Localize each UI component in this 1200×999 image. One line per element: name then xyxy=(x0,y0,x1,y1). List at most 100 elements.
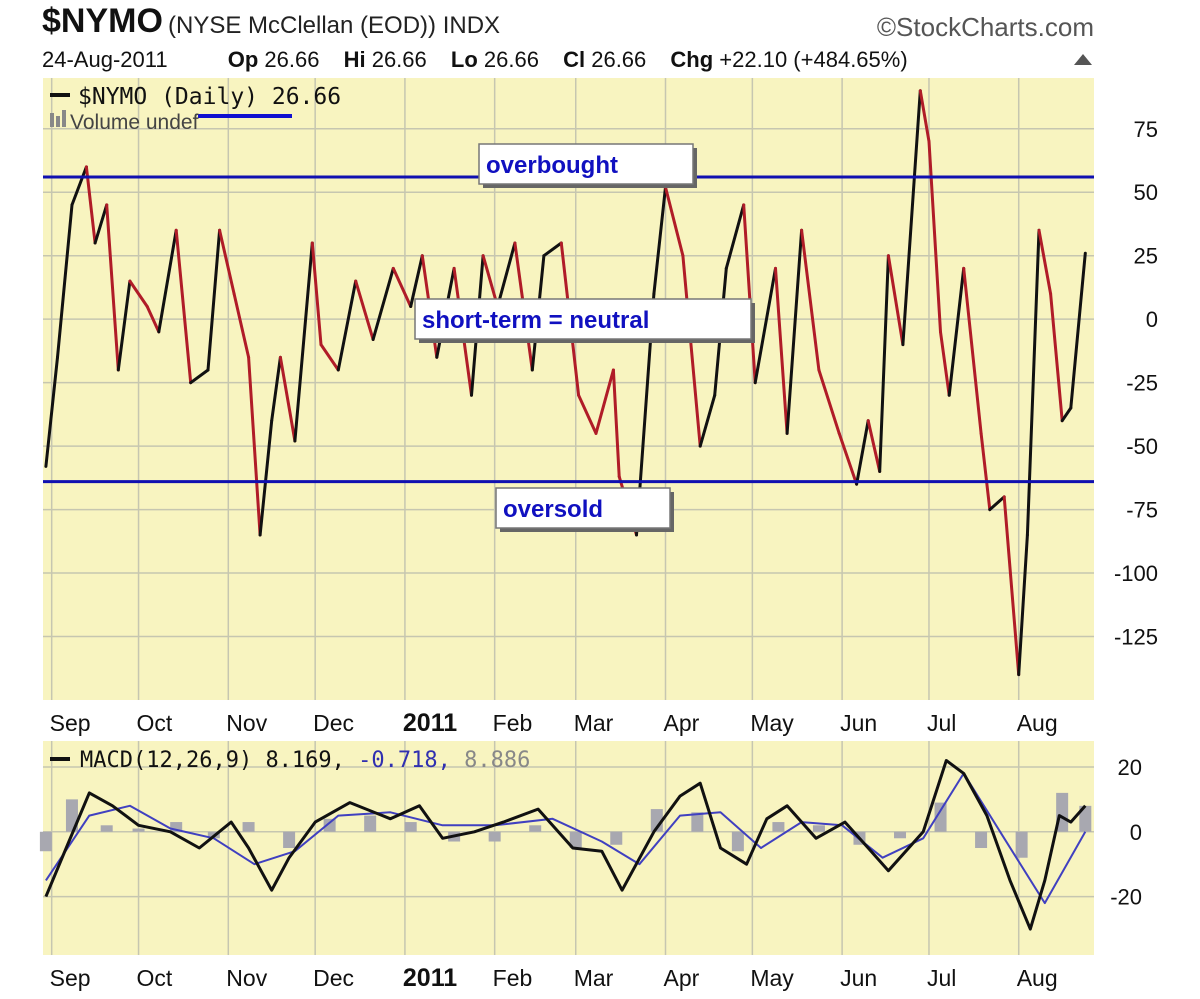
quote-date: 24-Aug-2011 xyxy=(42,47,168,72)
low-label: Lo xyxy=(450,47,478,72)
histogram-bar xyxy=(1015,831,1028,858)
macd-panel-background xyxy=(43,741,1094,955)
nymo-line-segment xyxy=(698,393,717,448)
macd-x-tick-label: Oct xyxy=(137,965,173,991)
nymo-line-segment xyxy=(409,254,424,308)
nymo-line-segment xyxy=(496,241,517,308)
close-value: 26.66 xyxy=(591,47,647,72)
macd-y-tick-label: -20 xyxy=(1110,885,1142,910)
nymo-line-segment xyxy=(1037,228,1053,296)
nymo-line-segment xyxy=(611,368,621,479)
nymo-line-segment xyxy=(918,89,931,143)
histogram-bar xyxy=(569,831,582,848)
nymo-line-segment xyxy=(391,266,413,308)
nymo-line-segment xyxy=(866,419,882,473)
neutral-annotation: short-term = neutral xyxy=(422,307,649,334)
overbought-label: overbought xyxy=(486,152,618,179)
nymo-line-segment xyxy=(774,266,789,435)
neutral-annotation-box xyxy=(414,298,752,340)
x-tick-label: Mar xyxy=(574,710,614,736)
nymo-line-segment xyxy=(901,89,922,347)
macd-legend-part: 8.169, xyxy=(265,748,358,773)
macd-x-tick-label: Jun xyxy=(840,965,877,991)
nymo-line-segment xyxy=(145,305,161,334)
nymo-line-segment xyxy=(157,228,178,334)
macd-x-tick-label: Nov xyxy=(226,965,267,991)
nymo-line-segment xyxy=(855,419,870,486)
oversold-label-box xyxy=(495,487,671,529)
histogram-bar xyxy=(812,825,825,832)
symbol-title: $NYMO xyxy=(42,2,163,40)
volume-bar-icon xyxy=(56,116,60,127)
nymo-line-segment xyxy=(56,203,74,359)
nymo-line-segment xyxy=(742,203,757,385)
macd-x-tick-label: Feb xyxy=(493,965,533,991)
nymo-line-segment xyxy=(753,266,777,385)
volume-bar-icon xyxy=(62,110,66,127)
close-label: Cl xyxy=(563,47,586,72)
high-label: Hi xyxy=(343,47,366,72)
credit-text: ©StockCharts.com xyxy=(876,12,1094,42)
nymo-line-segment xyxy=(218,228,236,296)
nymo-line-segment xyxy=(116,279,132,372)
histogram-bar xyxy=(691,812,704,832)
macd-line xyxy=(44,759,1087,931)
quote-row: 24-Aug-2011 Op 26.66 Hi 26.66 Lo 26.66 C… xyxy=(42,47,908,73)
nymo-line-segment xyxy=(947,266,966,397)
y-tick-label: 75 xyxy=(1134,117,1158,142)
histogram-bar xyxy=(894,831,907,839)
signal-line xyxy=(45,772,1087,905)
macd-x-tick-label: Mar xyxy=(574,965,614,991)
x-tick-label: Feb xyxy=(493,710,533,736)
nymo-line-segment xyxy=(293,241,314,443)
nymo-line-segment xyxy=(93,203,109,245)
nymo-line-segment xyxy=(785,228,804,435)
macd-x-tick-label: Jul xyxy=(927,965,956,991)
nymo-line-segment xyxy=(232,292,251,359)
macd-legend: MACD(12,26,9) 8.169, -0.718, 8.886 xyxy=(80,748,530,773)
overbought-label-box xyxy=(478,143,694,185)
macd-x-tick-label: May xyxy=(750,965,794,991)
x-tick-label: Aug xyxy=(1017,710,1058,736)
nymo-line-segment xyxy=(189,368,210,385)
histogram-bar xyxy=(1079,805,1092,832)
open-label: Op xyxy=(227,47,259,72)
up-triangle-icon xyxy=(1074,54,1092,65)
nymo-line-segment xyxy=(310,241,323,347)
nymo-line-segment xyxy=(1002,495,1021,677)
oversold-label: oversold xyxy=(503,496,603,523)
macd-x-tick-label: Sep xyxy=(50,965,91,991)
change-label: Chg xyxy=(670,47,714,72)
histogram-bar xyxy=(283,831,296,848)
histogram-bar xyxy=(242,822,255,832)
nymo-line-segment xyxy=(70,165,88,207)
y-tick-label: -50 xyxy=(1126,434,1158,459)
nymo-line-segment xyxy=(174,228,193,385)
macd-legend-part: 8.886 xyxy=(464,748,530,773)
y-tick-label: 0 xyxy=(1146,307,1158,332)
nymo-line-segment xyxy=(1060,406,1073,423)
x-tick-label: Oct xyxy=(137,710,173,736)
legend-label: $NYMO (Daily) 26.66 xyxy=(78,84,341,110)
histogram-bar xyxy=(364,815,377,832)
nymo-line-segment xyxy=(652,185,667,296)
nymo-line-segment xyxy=(84,165,97,245)
histogram-bar xyxy=(772,822,785,832)
nymo-line-segment xyxy=(939,330,951,397)
x-tick-label: Sep xyxy=(50,710,91,736)
nymo-line-segment xyxy=(681,254,702,448)
nymo-line-segment xyxy=(979,431,992,512)
macd-x-tick-label: 2011 xyxy=(403,964,457,992)
nymo-line-segment xyxy=(1017,533,1029,677)
macd-x-tick-label: Apr xyxy=(663,965,699,991)
nymo-line-segment xyxy=(247,355,262,537)
x-tick-label: 2011 xyxy=(403,709,457,737)
nymo-line-segment xyxy=(594,368,615,435)
legend-sub-label: Volume undef xyxy=(70,111,199,134)
nymo-line-segment xyxy=(577,393,598,435)
nymo-line-segment xyxy=(278,355,297,443)
x-tick-label: Jul xyxy=(927,710,956,736)
x-tick-label: Dec xyxy=(313,710,354,736)
low-value: 26.66 xyxy=(483,47,539,72)
